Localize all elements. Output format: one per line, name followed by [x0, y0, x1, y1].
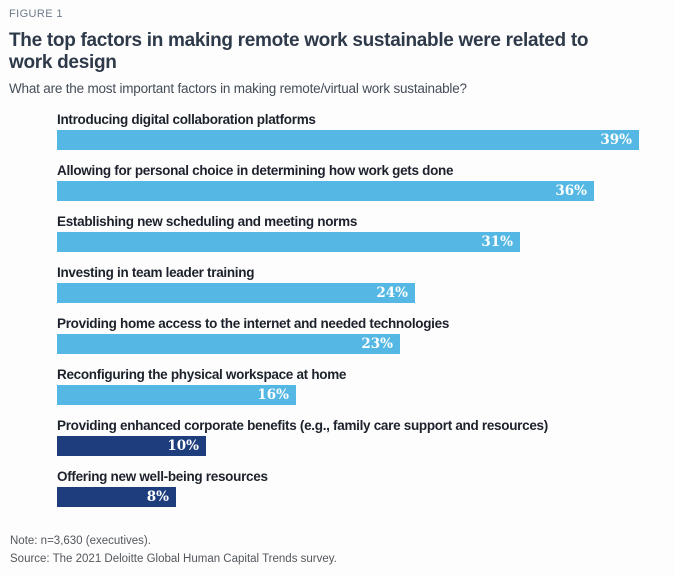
bar-value-label: 8% [146, 489, 169, 505]
bar-row: Offering new well-being resources 8% [57, 469, 675, 507]
bar: 10% [57, 436, 206, 456]
bar-row: Reconfiguring the physical workspace at … [57, 367, 675, 405]
bar-row: Allowing for personal choice in determin… [57, 163, 675, 201]
bar-label: Providing enhanced corporate benefits (e… [57, 418, 548, 433]
figure-label: FIGURE 1 [9, 8, 63, 20]
bar-label: Introducing digital collaboration platfo… [57, 112, 316, 127]
bar-row: Investing in team leader training 24% [57, 265, 675, 303]
bar-value-label: 39% [600, 132, 632, 148]
bar-chart: Introducing digital collaboration platfo… [57, 112, 675, 507]
bar-value-label: 31% [481, 234, 513, 250]
bar-label: Investing in team leader training [57, 265, 255, 280]
figure-title-line1: The top factors in making remote work su… [9, 30, 589, 51]
bar-value-label: 24% [376, 285, 408, 301]
bar-value-label: 10% [167, 438, 199, 454]
bar-rows: Introducing digital collaboration platfo… [57, 112, 675, 507]
bar-value-label: 16% [257, 387, 289, 403]
bar: 39% [57, 130, 639, 150]
bar: 24% [57, 283, 415, 303]
bar-label: Establishing new scheduling and meeting … [57, 214, 358, 229]
bar-row: Introducing digital collaboration platfo… [57, 112, 675, 150]
bar: 36% [57, 181, 594, 201]
bar-row: Establishing new scheduling and meeting … [57, 214, 675, 252]
figure-footer: Note: n=3,630 (executives). Source: The … [10, 532, 675, 568]
bar-value-label: 23% [361, 336, 393, 352]
figure-header: FIGURE 1 The top factors in making remot… [0, 0, 675, 97]
figure-title: The top factors in making remote work su… [9, 30, 665, 74]
note-text: Note: n=3,630 (executives). [10, 535, 151, 547]
bar-row: Providing enhanced corporate benefits (e… [57, 418, 675, 456]
bar: 8% [57, 487, 176, 507]
source-text: Source: The 2021 Deloitte Global Human C… [10, 553, 337, 565]
bar: 23% [57, 334, 400, 354]
bar-value-label: 36% [555, 183, 587, 199]
bar-label: Providing home access to the internet an… [57, 316, 450, 331]
bar-label: Allowing for personal choice in determin… [57, 163, 454, 178]
bar-label: Reconfiguring the physical workspace at … [57, 367, 347, 382]
bar: 16% [57, 385, 296, 405]
figure-subtitle: What are the most important factors in m… [9, 81, 467, 96]
bar-label: Offering new well-being resources [57, 469, 268, 484]
figure-title-line2: work design [9, 52, 117, 73]
bar-row: Providing home access to the internet an… [57, 316, 675, 354]
bar: 31% [57, 232, 520, 252]
